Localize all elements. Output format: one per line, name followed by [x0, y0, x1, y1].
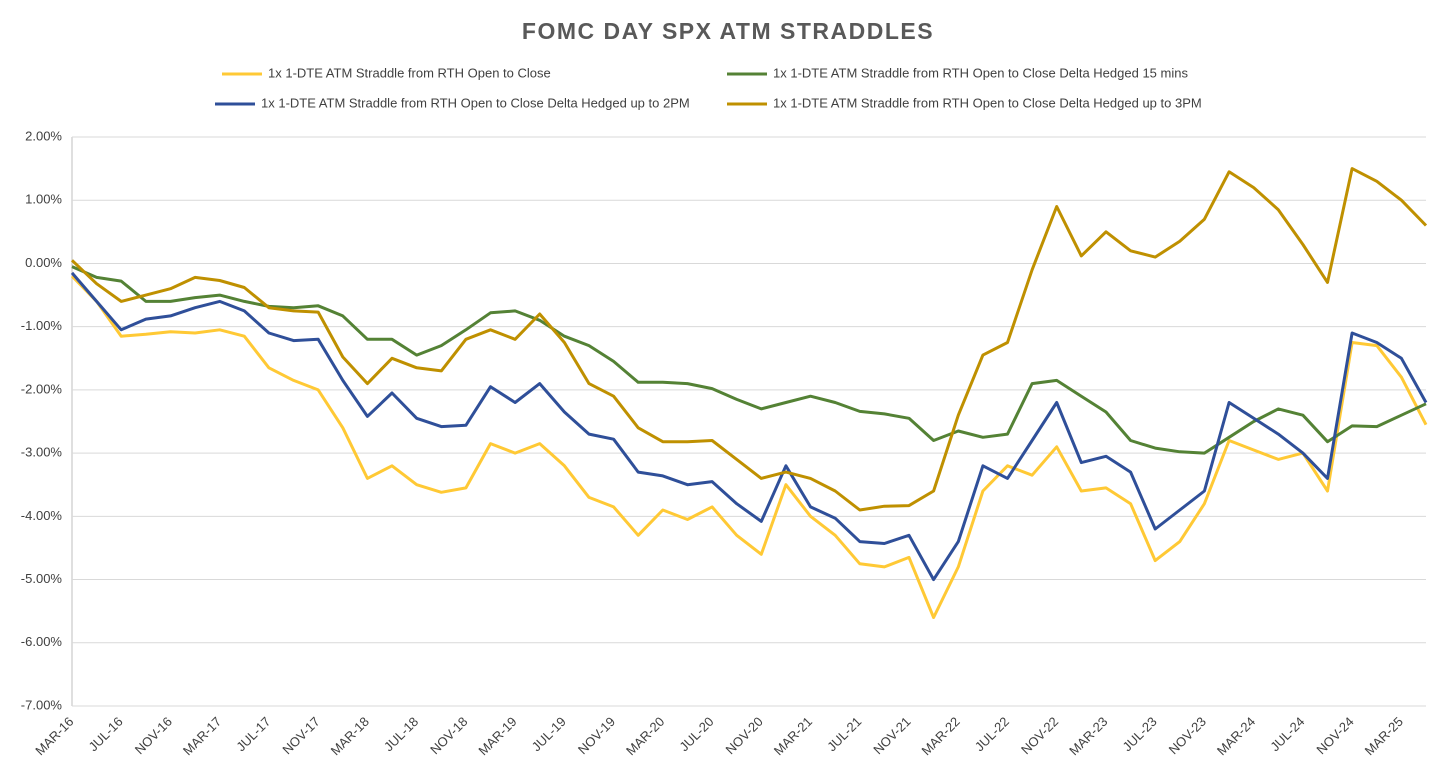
series-line	[70, 271, 1428, 582]
x-tick-label: NOV-24	[1313, 714, 1356, 757]
series-line	[70, 275, 1428, 619]
y-tick-label: -7.00%	[21, 697, 63, 712]
x-tick-label: MAR-20	[623, 714, 667, 758]
x-tick-label: MAR-22	[918, 714, 962, 758]
x-tick-label: NOV-19	[575, 714, 618, 757]
y-tick-label: -4.00%	[21, 508, 63, 523]
x-tick-label: MAR-24	[1214, 714, 1258, 758]
x-tick-label: MAR-17	[180, 714, 224, 758]
x-tick-label: NOV-17	[279, 714, 322, 757]
x-tick-label: MAR-19	[475, 714, 519, 758]
y-tick-label: -5.00%	[21, 571, 63, 586]
legend-label: 1x 1-DTE ATM Straddle from RTH Open to C…	[773, 95, 1202, 110]
legend-label: 1x 1-DTE ATM Straddle from RTH Open to C…	[773, 65, 1188, 80]
x-tick-label: JUL-21	[824, 714, 864, 754]
y-tick-label: -3.00%	[21, 445, 63, 460]
x-tick-label: MAR-18	[328, 714, 372, 758]
x-tick-label: MAR-25	[1362, 714, 1406, 758]
x-tick-label: JUL-18	[381, 714, 421, 754]
chart-title: FOMC DAY SPX ATM STRADDLES	[522, 18, 934, 44]
y-tick-label: 1.00%	[25, 192, 62, 207]
x-tick-label: NOV-21	[870, 714, 913, 757]
y-tick-label: 0.00%	[25, 255, 62, 270]
x-tick-label: JUL-16	[86, 714, 126, 754]
x-tick-label: NOV-20	[723, 714, 766, 757]
y-tick-label: -2.00%	[21, 381, 63, 396]
series-line	[71, 265, 1427, 455]
x-tick-label: NOV-18	[427, 714, 470, 757]
series-line	[70, 167, 1428, 512]
x-tick-label: JUL-19	[529, 714, 569, 754]
legend-label: 1x 1-DTE ATM Straddle from RTH Open to C…	[261, 95, 690, 110]
x-tick-label: JUL-22	[972, 714, 1012, 754]
x-tick-label: NOV-16	[132, 714, 175, 757]
x-tick-label: JUL-17	[233, 714, 273, 754]
x-tick-label: JUL-23	[1120, 714, 1160, 754]
x-tick-label: MAR-23	[1066, 714, 1110, 758]
y-tick-label: -6.00%	[21, 634, 63, 649]
y-tick-label: -1.00%	[21, 318, 63, 333]
x-tick-label: MAR-16	[32, 714, 76, 758]
x-tick-label: JUL-24	[1267, 714, 1307, 754]
legend-label: 1x 1-DTE ATM Straddle from RTH Open to C…	[268, 65, 551, 80]
x-tick-label: JUL-20	[676, 714, 716, 754]
x-tick-label: NOV-23	[1166, 714, 1209, 757]
x-tick-label: MAR-21	[771, 714, 815, 758]
y-tick-label: 2.00%	[25, 128, 62, 143]
x-tick-label: NOV-22	[1018, 714, 1061, 757]
